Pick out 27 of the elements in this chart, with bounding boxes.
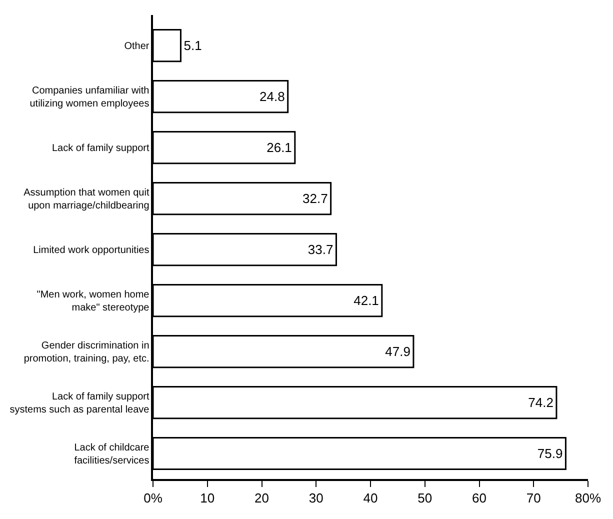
y-tick-label: Lack of family support systems such as parental leave bbox=[10, 392, 150, 416]
y-tick-label: Companies unfamiliar with utilizing women employees bbox=[30, 86, 150, 110]
data-label: 42.1 bbox=[354, 293, 379, 308]
y-tick-label: Gender discrimination in promotion, training, pay, etc. bbox=[24, 340, 150, 365]
data-label: 75.9 bbox=[537, 446, 563, 462]
data-label: 32.7 bbox=[302, 191, 328, 206]
y-tick-label: Assumption that women quit upon marriage/childbearing bbox=[24, 188, 150, 212]
y-tick-label: Lack of childcare facilities/services bbox=[74, 442, 150, 467]
x-tick-label: 70 bbox=[526, 490, 541, 506]
y-tick-label: Other bbox=[124, 41, 150, 52]
data-label: 33.7 bbox=[308, 242, 334, 258]
x-tick-label: 50 bbox=[418, 490, 432, 506]
y-tick-label: "Men work, women home make" stereotype bbox=[36, 290, 150, 314]
y-tick-label: Lack of family support bbox=[52, 143, 150, 154]
x-tick-label: 40 bbox=[363, 490, 378, 506]
x-tick-label: 80% bbox=[574, 490, 602, 506]
data-label: 74.2 bbox=[528, 395, 554, 410]
x-tick-label: 10 bbox=[200, 490, 215, 506]
x-tick-label: 20 bbox=[254, 490, 269, 506]
x-tick-label: 60 bbox=[472, 490, 486, 506]
data-label: 47.9 bbox=[385, 344, 410, 360]
x-tick-label: 0% bbox=[144, 490, 163, 506]
data-label: 26.1 bbox=[266, 140, 292, 156]
data-label: 24.8 bbox=[260, 89, 285, 104]
y-tick-label: Limited work opportunities bbox=[33, 245, 150, 256]
data-label: 5.1 bbox=[184, 38, 202, 54]
x-tick-label: 30 bbox=[308, 490, 324, 506]
